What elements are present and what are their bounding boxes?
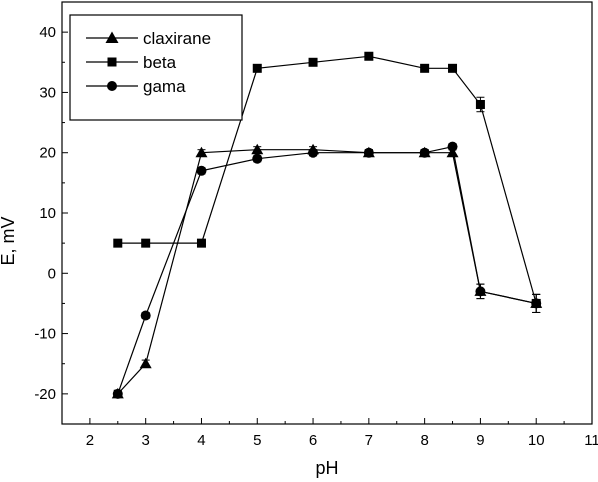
- data-point-beta: [448, 63, 458, 73]
- y-tick-label: 30: [39, 84, 56, 101]
- data-point-beta: [475, 99, 485, 109]
- x-tick-label: 10: [528, 432, 545, 449]
- x-tick-label: 2: [86, 432, 94, 449]
- x-tick-label: 8: [420, 432, 428, 449]
- data-point-beta: [420, 63, 430, 73]
- legend-entry-claxirane: claxirane: [86, 29, 211, 48]
- y-tick-label: 0: [48, 265, 56, 282]
- legend-marker-triangle: [105, 31, 119, 43]
- x-axis-title: pH: [315, 458, 338, 478]
- data-point-gama: [447, 141, 458, 152]
- data-point-beta: [308, 57, 318, 67]
- data-point-claxirane: [251, 143, 264, 155]
- x-tick-label: 5: [253, 432, 261, 449]
- data-point-beta: [364, 51, 374, 61]
- data-point-gama: [363, 147, 374, 158]
- data-point-beta: [252, 63, 262, 73]
- legend-entry-gama: gama: [86, 77, 186, 96]
- x-tick-label: 7: [365, 432, 373, 449]
- data-point-beta: [196, 238, 206, 248]
- y-tick-label: 40: [39, 24, 56, 41]
- y-tick-label: -10: [34, 326, 56, 343]
- data-point-gama: [252, 153, 263, 164]
- data-point-gama: [419, 147, 430, 158]
- data-point-gama: [308, 147, 319, 158]
- data-point-claxirane: [446, 146, 459, 158]
- data-point-gama: [112, 388, 123, 399]
- legend-marker-square: [107, 57, 117, 67]
- data-point-gama: [531, 298, 542, 309]
- series-line-claxirane: [117, 149, 537, 395]
- legend-label-beta: beta: [143, 53, 177, 72]
- data-point-gama: [196, 165, 207, 176]
- y-tick-label: -20: [34, 386, 56, 403]
- x-tick-label: 4: [197, 432, 205, 449]
- legend-label-gama: gama: [143, 77, 186, 96]
- data-point-beta: [113, 238, 123, 248]
- series-line-gama: [117, 145, 537, 395]
- legend-label-claxirane: claxirane: [143, 29, 211, 48]
- y-tick-label: 10: [39, 205, 56, 222]
- data-point-claxirane: [195, 146, 208, 158]
- x-tick-label: 6: [309, 432, 317, 449]
- y-tick-label: 20: [39, 145, 56, 162]
- x-tick-label: 9: [476, 432, 484, 449]
- x-tick-label: 11: [584, 432, 598, 449]
- legend-entry-beta: beta: [86, 53, 177, 72]
- y-axis-title: E, mV: [0, 216, 18, 265]
- data-point-claxirane: [139, 357, 152, 369]
- data-point-gama: [475, 286, 486, 297]
- legend-box: [69, 14, 243, 121]
- data-point-beta: [141, 238, 151, 248]
- x-tick-label: 3: [142, 432, 150, 449]
- legend: claxirane beta gama: [69, 14, 243, 121]
- data-point-gama: [140, 310, 151, 321]
- legend-marker-circle: [107, 81, 117, 91]
